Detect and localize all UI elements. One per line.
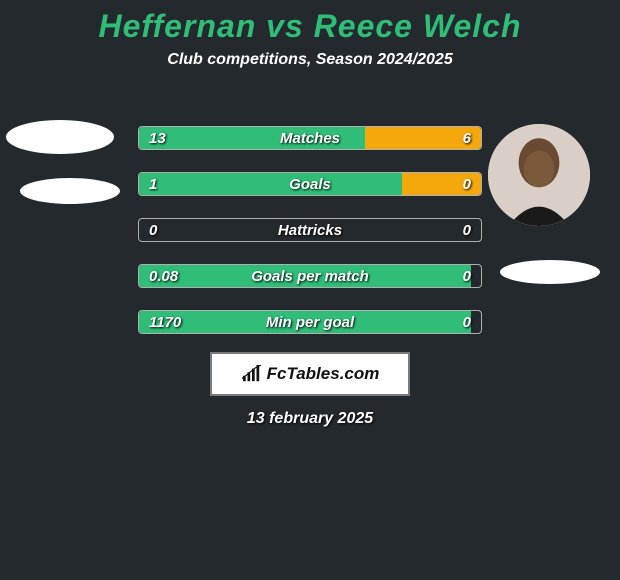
brand-text: FcTables.com xyxy=(267,364,380,384)
page-subtitle: Club competitions, Season 2024/2025 xyxy=(0,51,620,69)
stat-label: Goals per match xyxy=(139,265,481,287)
stat-label: Min per goal xyxy=(139,311,481,333)
stat-label: Matches xyxy=(139,127,481,149)
stat-value-right: 0 xyxy=(463,311,471,333)
stat-label: Hattricks xyxy=(139,219,481,241)
stat-label: Goals xyxy=(139,173,481,195)
stat-value-right: 0 xyxy=(463,173,471,195)
brand-badge: FcTables.com xyxy=(210,352,410,396)
stat-row: 0.08Goals per match0 xyxy=(138,264,482,288)
stat-value-right: 0 xyxy=(463,265,471,287)
stat-row: 13Matches6 xyxy=(138,126,482,150)
player-right-shadow xyxy=(500,260,600,284)
player-left-avatar xyxy=(6,120,114,154)
player-right-avatar xyxy=(488,124,590,226)
stat-value-right: 6 xyxy=(463,127,471,149)
bar-chart-icon xyxy=(241,365,263,383)
player-left-shadow xyxy=(20,178,120,204)
snapshot-date: 13 february 2025 xyxy=(0,410,620,428)
stat-row: 0Hattricks0 xyxy=(138,218,482,242)
avatar-placeholder-icon xyxy=(488,124,590,226)
stat-bars: 13Matches61Goals00Hattricks00.08Goals pe… xyxy=(138,126,482,356)
page-title: Heffernan vs Reece Welch xyxy=(0,0,620,45)
stat-value-right: 0 xyxy=(463,219,471,241)
stat-row: 1170Min per goal0 xyxy=(138,310,482,334)
stat-row: 1Goals0 xyxy=(138,172,482,196)
